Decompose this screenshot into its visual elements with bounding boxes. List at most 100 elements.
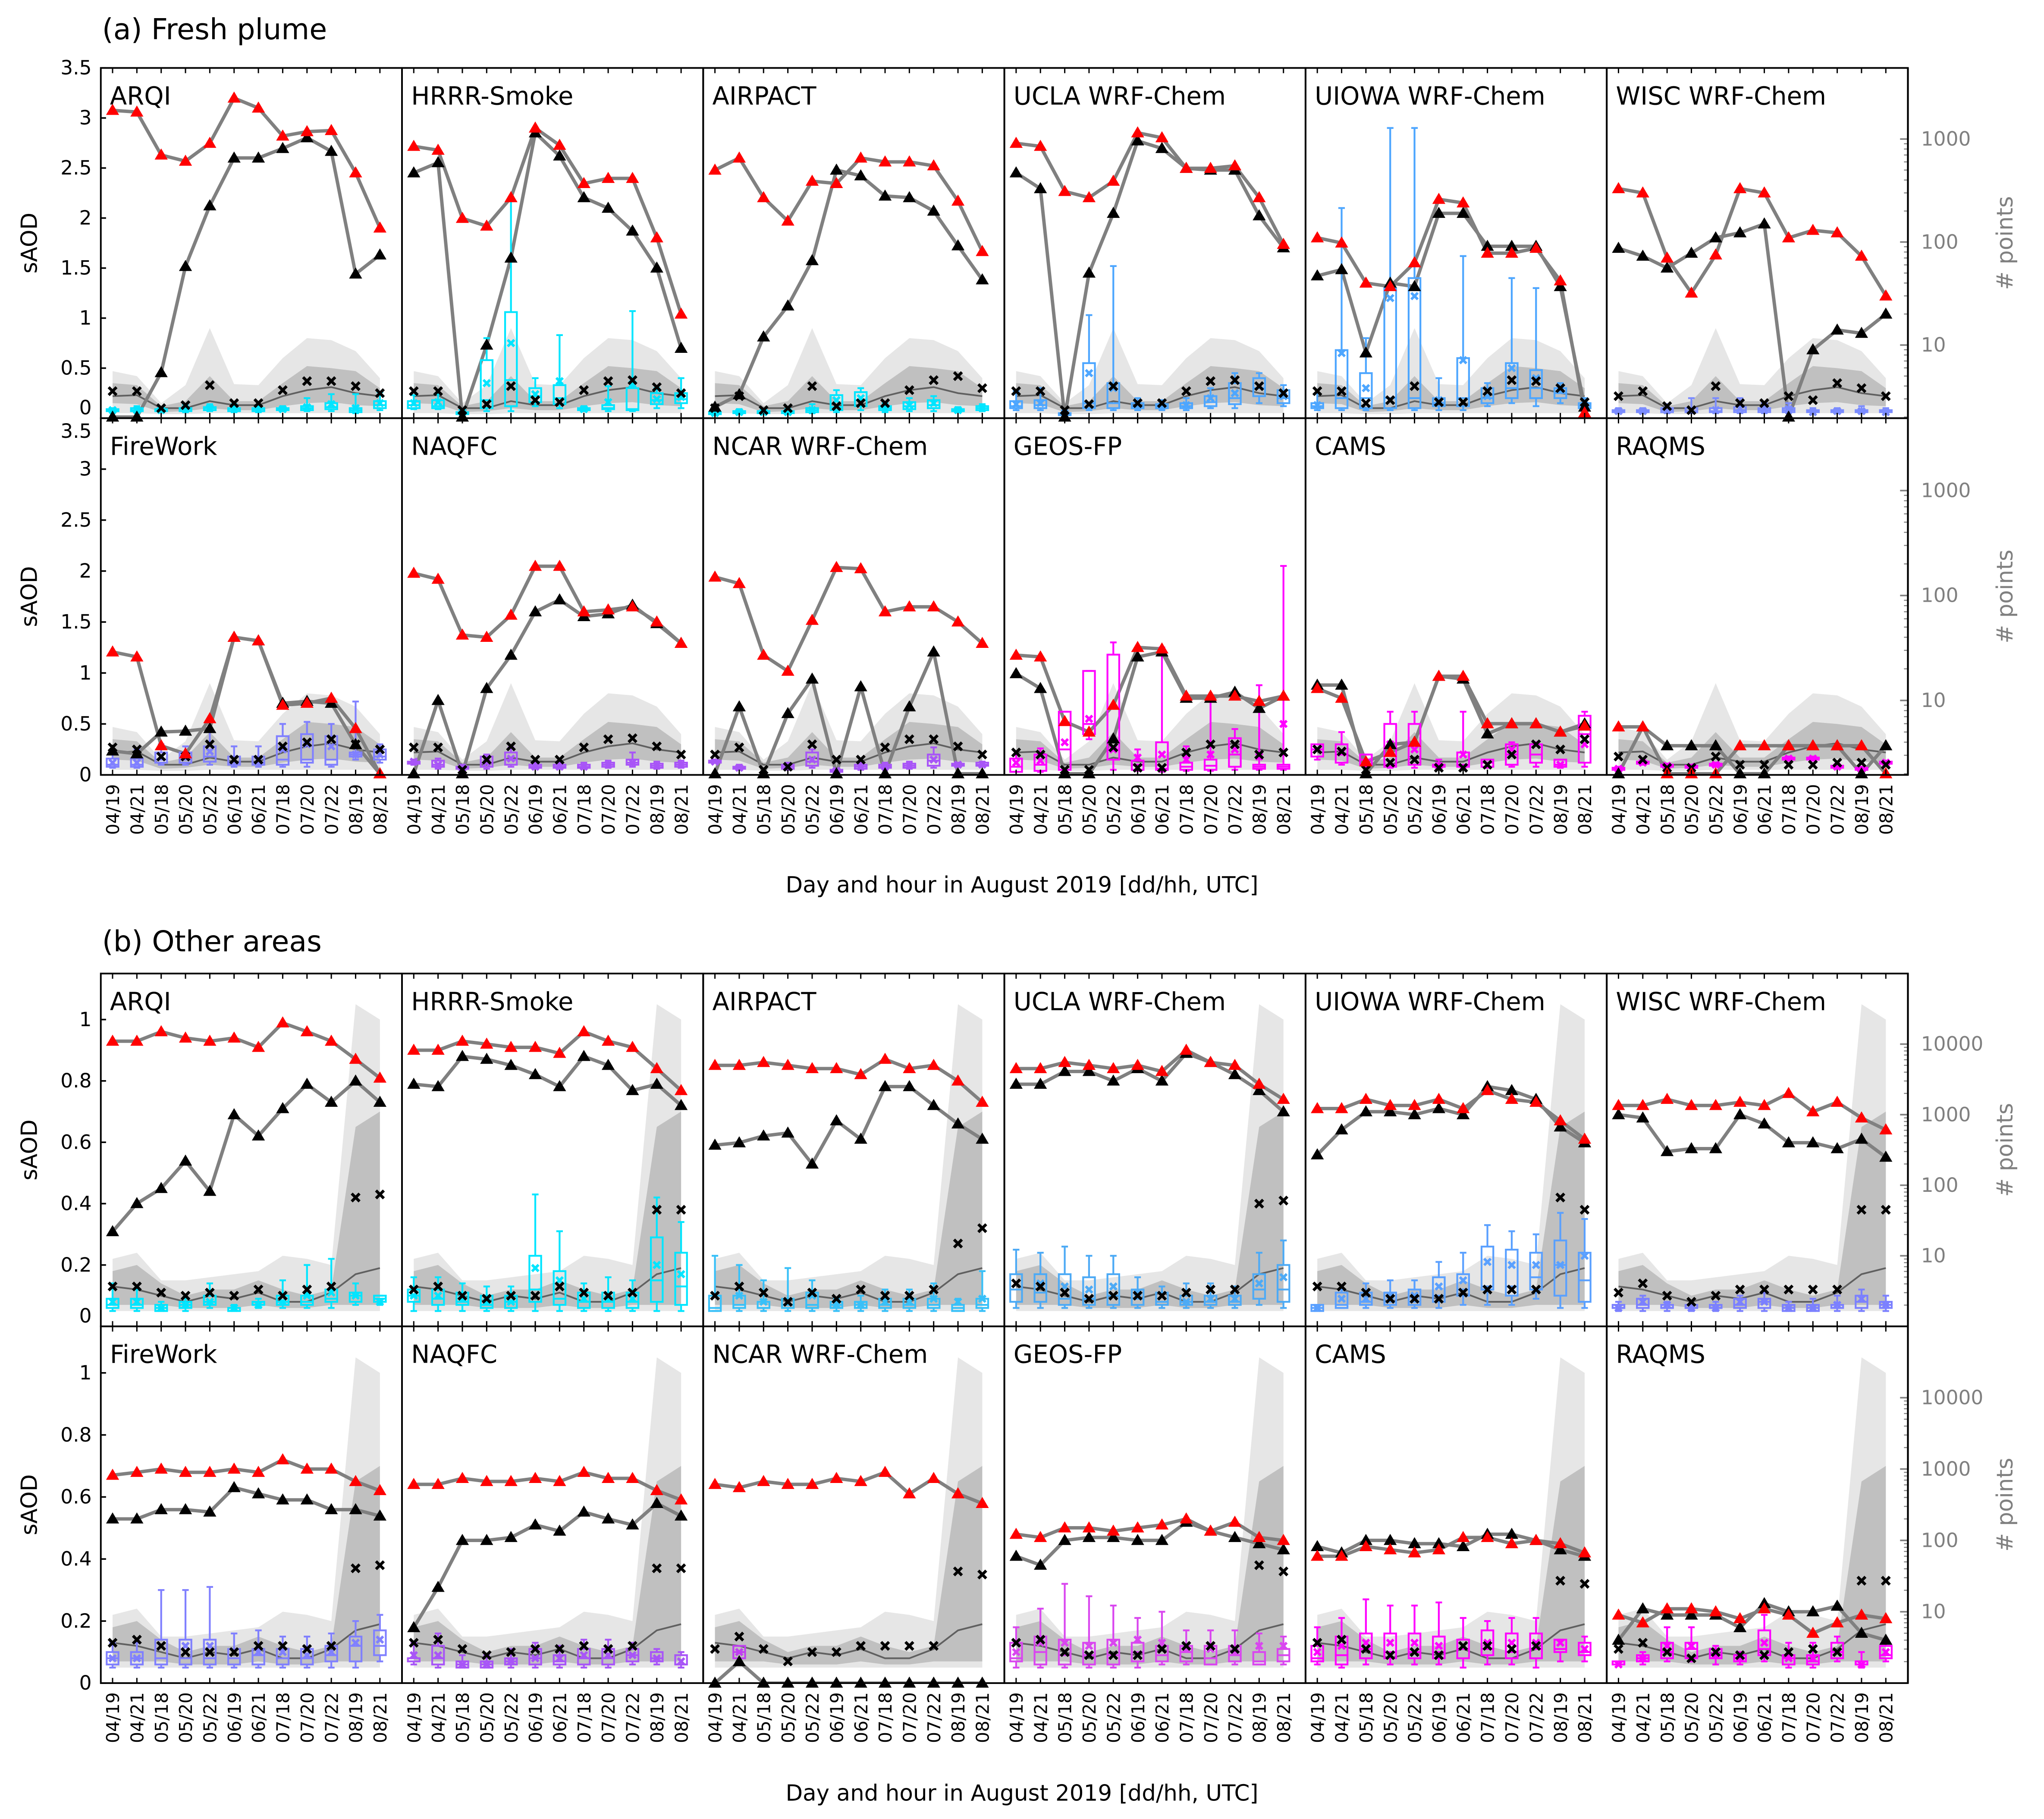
black-triangle-marker: [577, 1049, 590, 1061]
obs-inner-band: [113, 366, 380, 412]
box-iqr: [431, 760, 445, 768]
y-tick-label: 0.4: [60, 1192, 91, 1215]
obs-mean-marker: [856, 1641, 866, 1651]
obs-mean-marker: [204, 1288, 215, 1298]
black-triangle-marker: [1685, 1608, 1698, 1620]
black-triangle-marker: [951, 1117, 965, 1129]
box-mean-marker: [1410, 745, 1419, 754]
x-tick-label: 04/21: [428, 1692, 449, 1743]
obs-mean-marker: [579, 1288, 589, 1298]
red-triangle-marker: [1612, 182, 1625, 193]
x-tick-label: 05/18: [1055, 1692, 1076, 1743]
black-triangle-marker: [1384, 738, 1397, 749]
black-triangle-marker: [276, 1493, 289, 1505]
red-triangle-marker: [1228, 689, 1242, 701]
obs-mean-marker: [603, 376, 613, 386]
red-triangle-marker: [1481, 1531, 1494, 1542]
box-iqr: [349, 1635, 363, 1662]
box-mean-marker: [205, 747, 214, 756]
box-iqr: [1179, 1294, 1193, 1306]
obs-mean-marker: [1254, 1198, 1264, 1209]
red-triangle-marker: [781, 1059, 794, 1070]
box-iqr: [480, 359, 494, 409]
box-iqr: [1334, 1635, 1349, 1665]
box-iqr: [1334, 1291, 1349, 1309]
black-points-line: [1316, 1084, 1586, 1156]
red-triangle-marker: [1204, 1524, 1217, 1536]
red-triangle-marker: [1529, 1096, 1543, 1107]
model-box: [975, 760, 989, 769]
x-tick-label: 08/21: [671, 784, 692, 835]
red-triangle-marker: [455, 1034, 469, 1046]
obs-mean-marker: [1084, 1650, 1094, 1660]
box-iqr: [1106, 1273, 1121, 1306]
obs-mean-marker: [1783, 1647, 1794, 1657]
box-mean-marker: [433, 1291, 443, 1300]
red-triangle-marker: [577, 1466, 590, 1477]
obs-mean-marker: [1638, 386, 1648, 396]
x-tick-label: 07/20: [297, 1692, 318, 1743]
y-tick-label: 0.2: [60, 1609, 91, 1632]
x-tick-label: 05/18: [452, 1692, 473, 1743]
red-triangle-marker: [1082, 191, 1096, 202]
box-iqr: [1359, 372, 1373, 409]
black-triangle-marker: [1830, 323, 1844, 335]
x-tick-label: 06/21: [1755, 1692, 1775, 1743]
red-triangle-marker: [431, 1478, 445, 1489]
x-tick-label: 08/21: [1274, 784, 1294, 835]
box-iqr: [805, 751, 819, 767]
model-box: [203, 1586, 217, 1669]
obs-mean-marker: [676, 749, 686, 760]
obs-mean-marker: [1735, 1650, 1745, 1660]
black-triangle-marker: [130, 1197, 144, 1208]
x-tick-label: 07/18: [1478, 1692, 1498, 1743]
red-triangle-marker: [349, 166, 362, 178]
black-triangle-marker: [480, 338, 493, 350]
red-triangle-marker: [976, 1497, 989, 1508]
y2-tick-label: 1000: [1921, 479, 1971, 502]
black-triangle-marker: [1457, 1108, 1470, 1119]
obs-mean-marker: [1638, 1638, 1648, 1648]
red-triangle-marker: [976, 637, 989, 648]
model-box: [854, 1294, 868, 1312]
y-tick-label: 0.6: [60, 1131, 91, 1153]
x-tick-label: 05/22: [1405, 784, 1425, 835]
red-triangle-marker: [1660, 1093, 1674, 1104]
obs-mean-marker: [1832, 378, 1843, 388]
box-iqr: [203, 1639, 217, 1665]
black-triangle-marker: [626, 1518, 639, 1530]
black-triangle-marker: [1432, 207, 1446, 218]
panel-title: AIRPACT: [713, 987, 817, 1016]
box-iqr: [926, 399, 941, 409]
red-triangle-marker: [1335, 691, 1348, 703]
box-mean-marker: [808, 755, 816, 764]
red-triangle-marker: [1879, 1612, 1893, 1624]
obs-mean-marker: [156, 403, 166, 413]
box-iqr: [1228, 382, 1242, 405]
red-points-line: [414, 1470, 682, 1502]
x-tick-label: 06/21: [851, 784, 872, 835]
red-points-line: [715, 1470, 983, 1505]
black-triangle-marker: [528, 1068, 542, 1079]
red-triangle-marker: [1180, 1512, 1193, 1524]
black-triangle-marker: [324, 1096, 338, 1107]
red-triangle-marker: [130, 1466, 144, 1477]
red-triangle-marker: [976, 245, 989, 256]
black-triangle-marker: [1855, 1132, 1868, 1144]
y-tick-label: 0.5: [60, 357, 91, 380]
model-box: [407, 1276, 421, 1312]
obs-mean-marker: [1410, 381, 1419, 391]
box-mean-marker: [978, 404, 987, 412]
box-iqr: [431, 1645, 445, 1665]
black-triangle-marker: [349, 267, 362, 279]
model-box: [553, 1230, 567, 1312]
box-mean-marker: [628, 1651, 637, 1659]
obs-mean-marker: [1783, 391, 1794, 401]
obs-mean-marker: [1662, 1647, 1672, 1657]
obs-mean-marker: [1531, 739, 1541, 750]
black-triangle-marker: [805, 672, 819, 684]
panel-title: FireWork: [110, 1340, 217, 1369]
black-triangle-marker: [1408, 1108, 1421, 1119]
box-mean-marker: [1085, 369, 1093, 377]
x-tick-label: 06/19: [826, 784, 847, 835]
